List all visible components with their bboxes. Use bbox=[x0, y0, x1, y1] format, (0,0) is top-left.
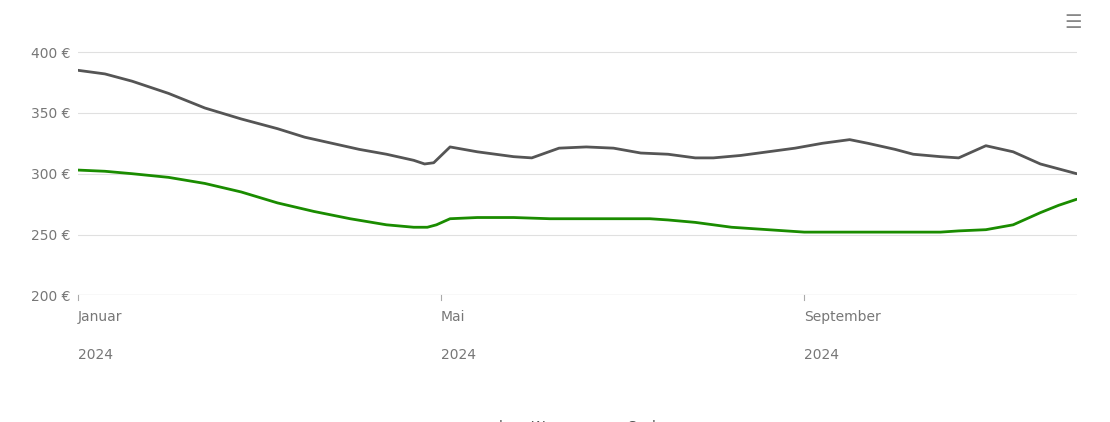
Legend: lose Ware, Sackware: lose Ware, Sackware bbox=[461, 420, 694, 422]
Text: 2024: 2024 bbox=[805, 348, 839, 362]
Text: 2024: 2024 bbox=[441, 348, 476, 362]
Text: Mai: Mai bbox=[441, 310, 465, 324]
Text: ☰: ☰ bbox=[1064, 13, 1082, 32]
Text: 2024: 2024 bbox=[78, 348, 113, 362]
Text: September: September bbox=[805, 310, 881, 324]
Text: Januar: Januar bbox=[78, 310, 122, 324]
